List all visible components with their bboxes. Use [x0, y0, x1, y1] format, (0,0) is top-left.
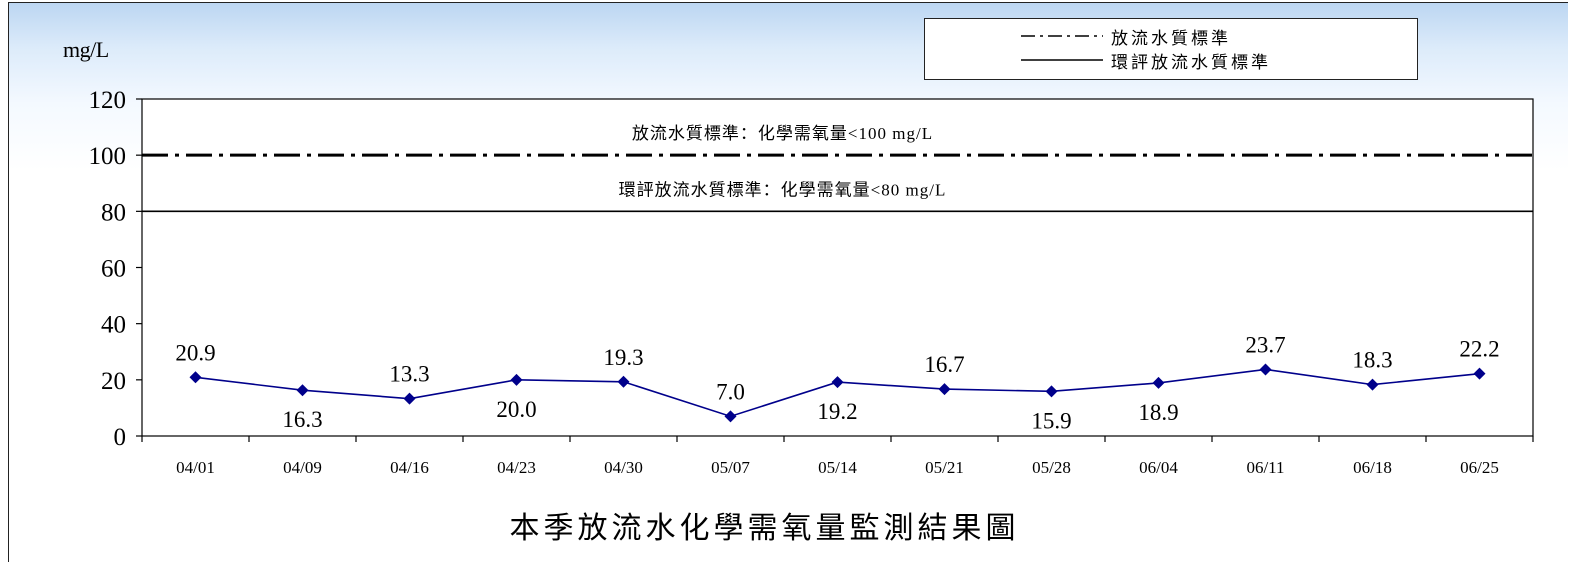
line-chart: 0 20 40 60 80 100 120 04/01 04/09 04/16 04/23 04/30… — [89, 87, 1534, 477]
data-point-3 — [510, 373, 523, 386]
data-point-11 — [1366, 378, 1379, 391]
data-point-1 — [296, 384, 309, 397]
data-point-2 — [403, 392, 416, 405]
data-label-3: 20.0 — [496, 397, 536, 422]
x-tick-label: 05/21 — [925, 458, 964, 477]
x-tick-label: 04/23 — [497, 458, 536, 477]
data-label-1: 16.3 — [282, 407, 322, 432]
legend-item-eia-standard: 環評放流水質標準 — [1021, 49, 1271, 72]
data-label-9: 18.9 — [1138, 400, 1178, 425]
data-point-5 — [724, 410, 737, 423]
legend-item-discharge-standard: 放流水質標準 — [1021, 25, 1231, 48]
data-label-6: 19.2 — [817, 399, 857, 424]
data-label-4: 19.3 — [603, 345, 643, 370]
x-tick-label: 06/18 — [1353, 458, 1392, 477]
y-tick-label: 120 — [89, 87, 127, 114]
x-tick-label: 04/16 — [390, 458, 429, 477]
data-point-10 — [1259, 363, 1272, 376]
reference-label-eia-standard: 環評放流水質標準：化學需氧量<80 mg/L — [619, 180, 947, 199]
y-tick-label: 20 — [101, 368, 126, 395]
x-tick-label: 04/09 — [283, 458, 322, 477]
data-point-4 — [617, 375, 630, 388]
data-label-8: 15.9 — [1031, 408, 1071, 433]
data-label-10: 23.7 — [1245, 332, 1285, 357]
data-label-7: 16.7 — [924, 352, 964, 377]
x-tick-label: 05/28 — [1032, 458, 1071, 477]
legend-label: 放流水質標準 — [1111, 28, 1231, 48]
data-point-12 — [1473, 367, 1486, 380]
chart-caption: 本季放流水化學需氧量監測結果圖 — [509, 512, 1020, 545]
legend-label: 環評放流水質標準 — [1111, 52, 1271, 72]
data-label-11: 18.3 — [1352, 348, 1392, 373]
legend: 放流水質標準 環評放流水質標準 — [924, 18, 1418, 80]
x-tick-label: 06/11 — [1246, 458, 1284, 477]
data-label-2: 13.3 — [389, 362, 429, 387]
y-tick-label: 40 — [101, 312, 126, 339]
reference-label-discharge-standard: 放流水質標準：化學需氧量<100 mg/L — [632, 124, 933, 143]
y-tick-label: 0 — [114, 424, 127, 451]
x-tick-label: 04/01 — [176, 458, 215, 477]
x-tick-label: 06/04 — [1139, 458, 1178, 477]
y-tick-label: 60 — [101, 256, 126, 283]
legend-dash-dot-swatch — [1021, 35, 1103, 37]
data-label-5: 7.0 — [716, 379, 745, 404]
x-tick-label: 05/07 — [711, 458, 750, 477]
legend-solid-swatch — [1021, 59, 1103, 61]
data-point-8 — [1045, 385, 1058, 398]
y-axis-unit: mg/L — [63, 37, 109, 62]
data-point-6 — [831, 376, 844, 389]
data-point-7 — [938, 383, 951, 396]
x-tick-label: 04/30 — [604, 458, 643, 477]
data-label-0: 20.9 — [175, 340, 215, 365]
x-tick-label: 05/14 — [818, 458, 857, 477]
y-tick-label: 100 — [89, 143, 127, 170]
data-label-12: 22.2 — [1459, 337, 1499, 362]
y-tick-label: 80 — [101, 199, 126, 226]
x-tick-label: 06/25 — [1460, 458, 1499, 477]
data-point-0 — [189, 371, 202, 384]
data-point-9 — [1152, 376, 1165, 389]
